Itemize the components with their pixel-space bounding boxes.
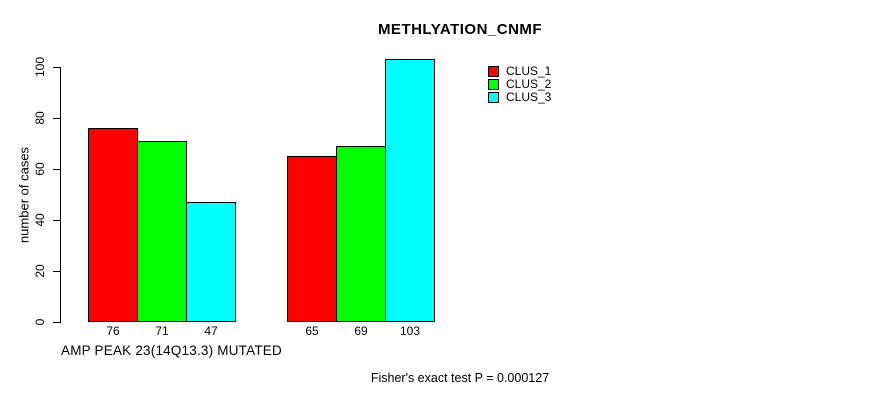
y-tick-mark [53, 67, 61, 68]
legend: CLUS_1 CLUS_2 CLUS_3 [488, 65, 551, 104]
legend-row-clus_1: CLUS_1 [488, 65, 551, 78]
legend-label: CLUS_3 [506, 90, 552, 104]
legend-swatch-icon [488, 66, 499, 77]
bar-clus_1-group1 [88, 128, 138, 322]
legend-row-clus_3: CLUS_3 [488, 91, 551, 104]
y-tick-label: 40 [33, 213, 47, 227]
legend-swatch-icon [488, 92, 499, 103]
bar-value-label: 69 [354, 324, 368, 338]
y-axis-label: number of cases [16, 146, 32, 244]
legend-label: CLUS_1 [506, 64, 552, 78]
y-tick-label: 100 [33, 56, 47, 78]
y-tick-label: 0 [33, 318, 47, 326]
bar-clus_2-group1 [137, 141, 187, 322]
bar-value-label: 65 [305, 324, 319, 338]
bar-value-label: 76 [106, 324, 120, 338]
y-tick-label: 20 [33, 264, 47, 278]
y-tick-label: 60 [33, 162, 47, 176]
y-tick-mark [53, 271, 61, 272]
bar-value-label: 47 [204, 324, 218, 338]
bar-clus_2-group2 [336, 146, 386, 322]
bar-clus_3-group2 [385, 59, 435, 322]
y-tick-mark [53, 322, 61, 323]
bar-clus_3-group1 [186, 202, 236, 322]
legend-row-clus_2: CLUS_2 [488, 78, 551, 91]
fisher-test-note: Fisher's exact test P = 0.000127 [370, 371, 550, 385]
chart-title: METHLYATION_CNMF [377, 21, 543, 38]
x-axis-label: AMP PEAK 23(14Q13.3) MUTATED [61, 343, 282, 358]
y-tick-mark [53, 169, 61, 170]
y-axis-line [60, 67, 61, 323]
legend-swatch-icon [488, 79, 499, 90]
legend-label: CLUS_2 [506, 77, 552, 91]
y-tick-label: 80 [33, 111, 47, 125]
bar-value-label: 103 [399, 324, 421, 338]
y-tick-mark [53, 220, 61, 221]
bar-value-label: 71 [155, 324, 169, 338]
bar-clus_1-group2 [287, 156, 337, 322]
y-tick-mark [53, 118, 61, 119]
